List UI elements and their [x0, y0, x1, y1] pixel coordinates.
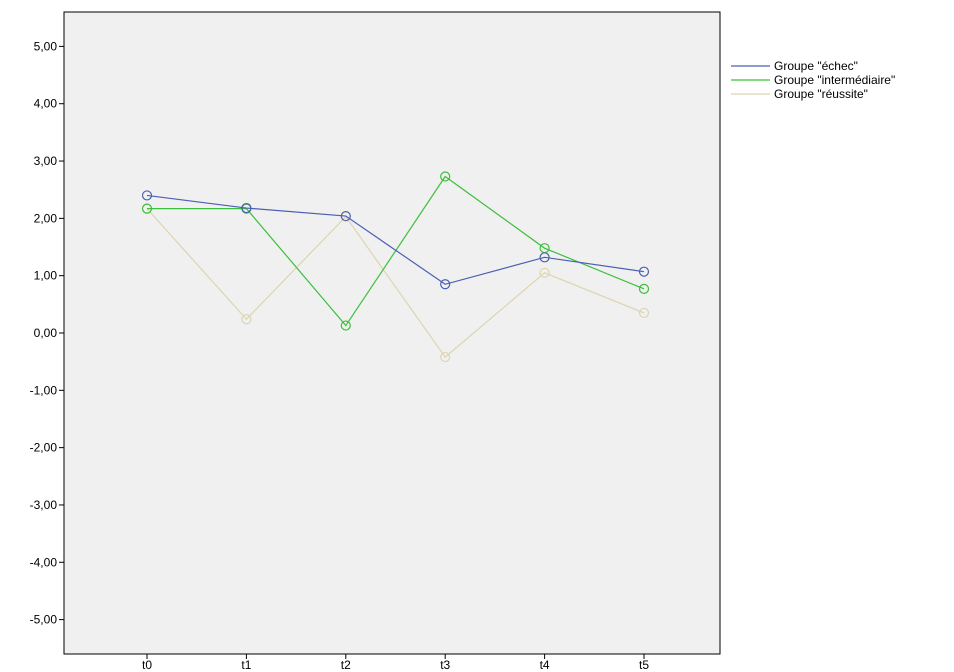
y-tick-label: 3,00	[34, 154, 58, 168]
data-point	[638, 307, 650, 319]
y-tick-label: -4,00	[30, 555, 58, 569]
legend: Groupe "échec"Groupe "intermédiaire"Grou…	[731, 59, 895, 101]
x-tick-label: t5	[639, 658, 649, 672]
y-tick-label: -3,00	[30, 498, 58, 512]
y-tick-label: -5,00	[30, 613, 58, 627]
legend-label: Groupe "intermédiaire"	[774, 73, 895, 87]
x-tick-label: t4	[540, 658, 550, 672]
series-line	[146, 208, 645, 358]
y-axis: 5,00 4,00 3,00 2,00 1,00 0,00 -1,00 -2,00 -3,00 -…	[30, 39, 64, 627]
y-tick-label: 1,00	[34, 269, 58, 283]
data-point	[241, 314, 252, 325]
y-tick-label: -1,00	[30, 383, 58, 397]
x-tick-label: t1	[241, 658, 251, 672]
data-point	[141, 190, 153, 201]
data-point	[241, 202, 252, 214]
data-point	[539, 267, 550, 278]
y-tick-label: 4,00	[34, 97, 58, 111]
y-tick-label: 5,00	[34, 39, 58, 53]
series-line	[146, 194, 645, 285]
x-tick-label: t2	[341, 658, 351, 672]
x-axis: t0 t1 t2 t3 t4 t5	[142, 654, 649, 672]
legend-label: Groupe "réussite"	[774, 87, 868, 101]
data-point	[141, 203, 153, 214]
data-point	[440, 171, 451, 182]
data-point	[340, 210, 351, 222]
x-tick-label: t0	[142, 658, 152, 672]
legend-label: Groupe "échec"	[774, 59, 858, 73]
series-line	[147, 175, 645, 327]
y-tick-label: 0,00	[34, 326, 58, 340]
y-tick-label: 2,00	[34, 211, 58, 225]
data-point	[340, 320, 351, 331]
plot-area	[63, 11, 721, 655]
y-tick-label: -2,00	[30, 441, 58, 455]
series-layer	[141, 171, 650, 363]
data-point	[539, 252, 550, 263]
data-point	[440, 351, 451, 363]
data-point	[440, 279, 451, 290]
data-point	[638, 266, 650, 277]
series-0	[141, 190, 650, 290]
data-point	[638, 283, 650, 294]
x-tick-label: t3	[440, 658, 450, 672]
